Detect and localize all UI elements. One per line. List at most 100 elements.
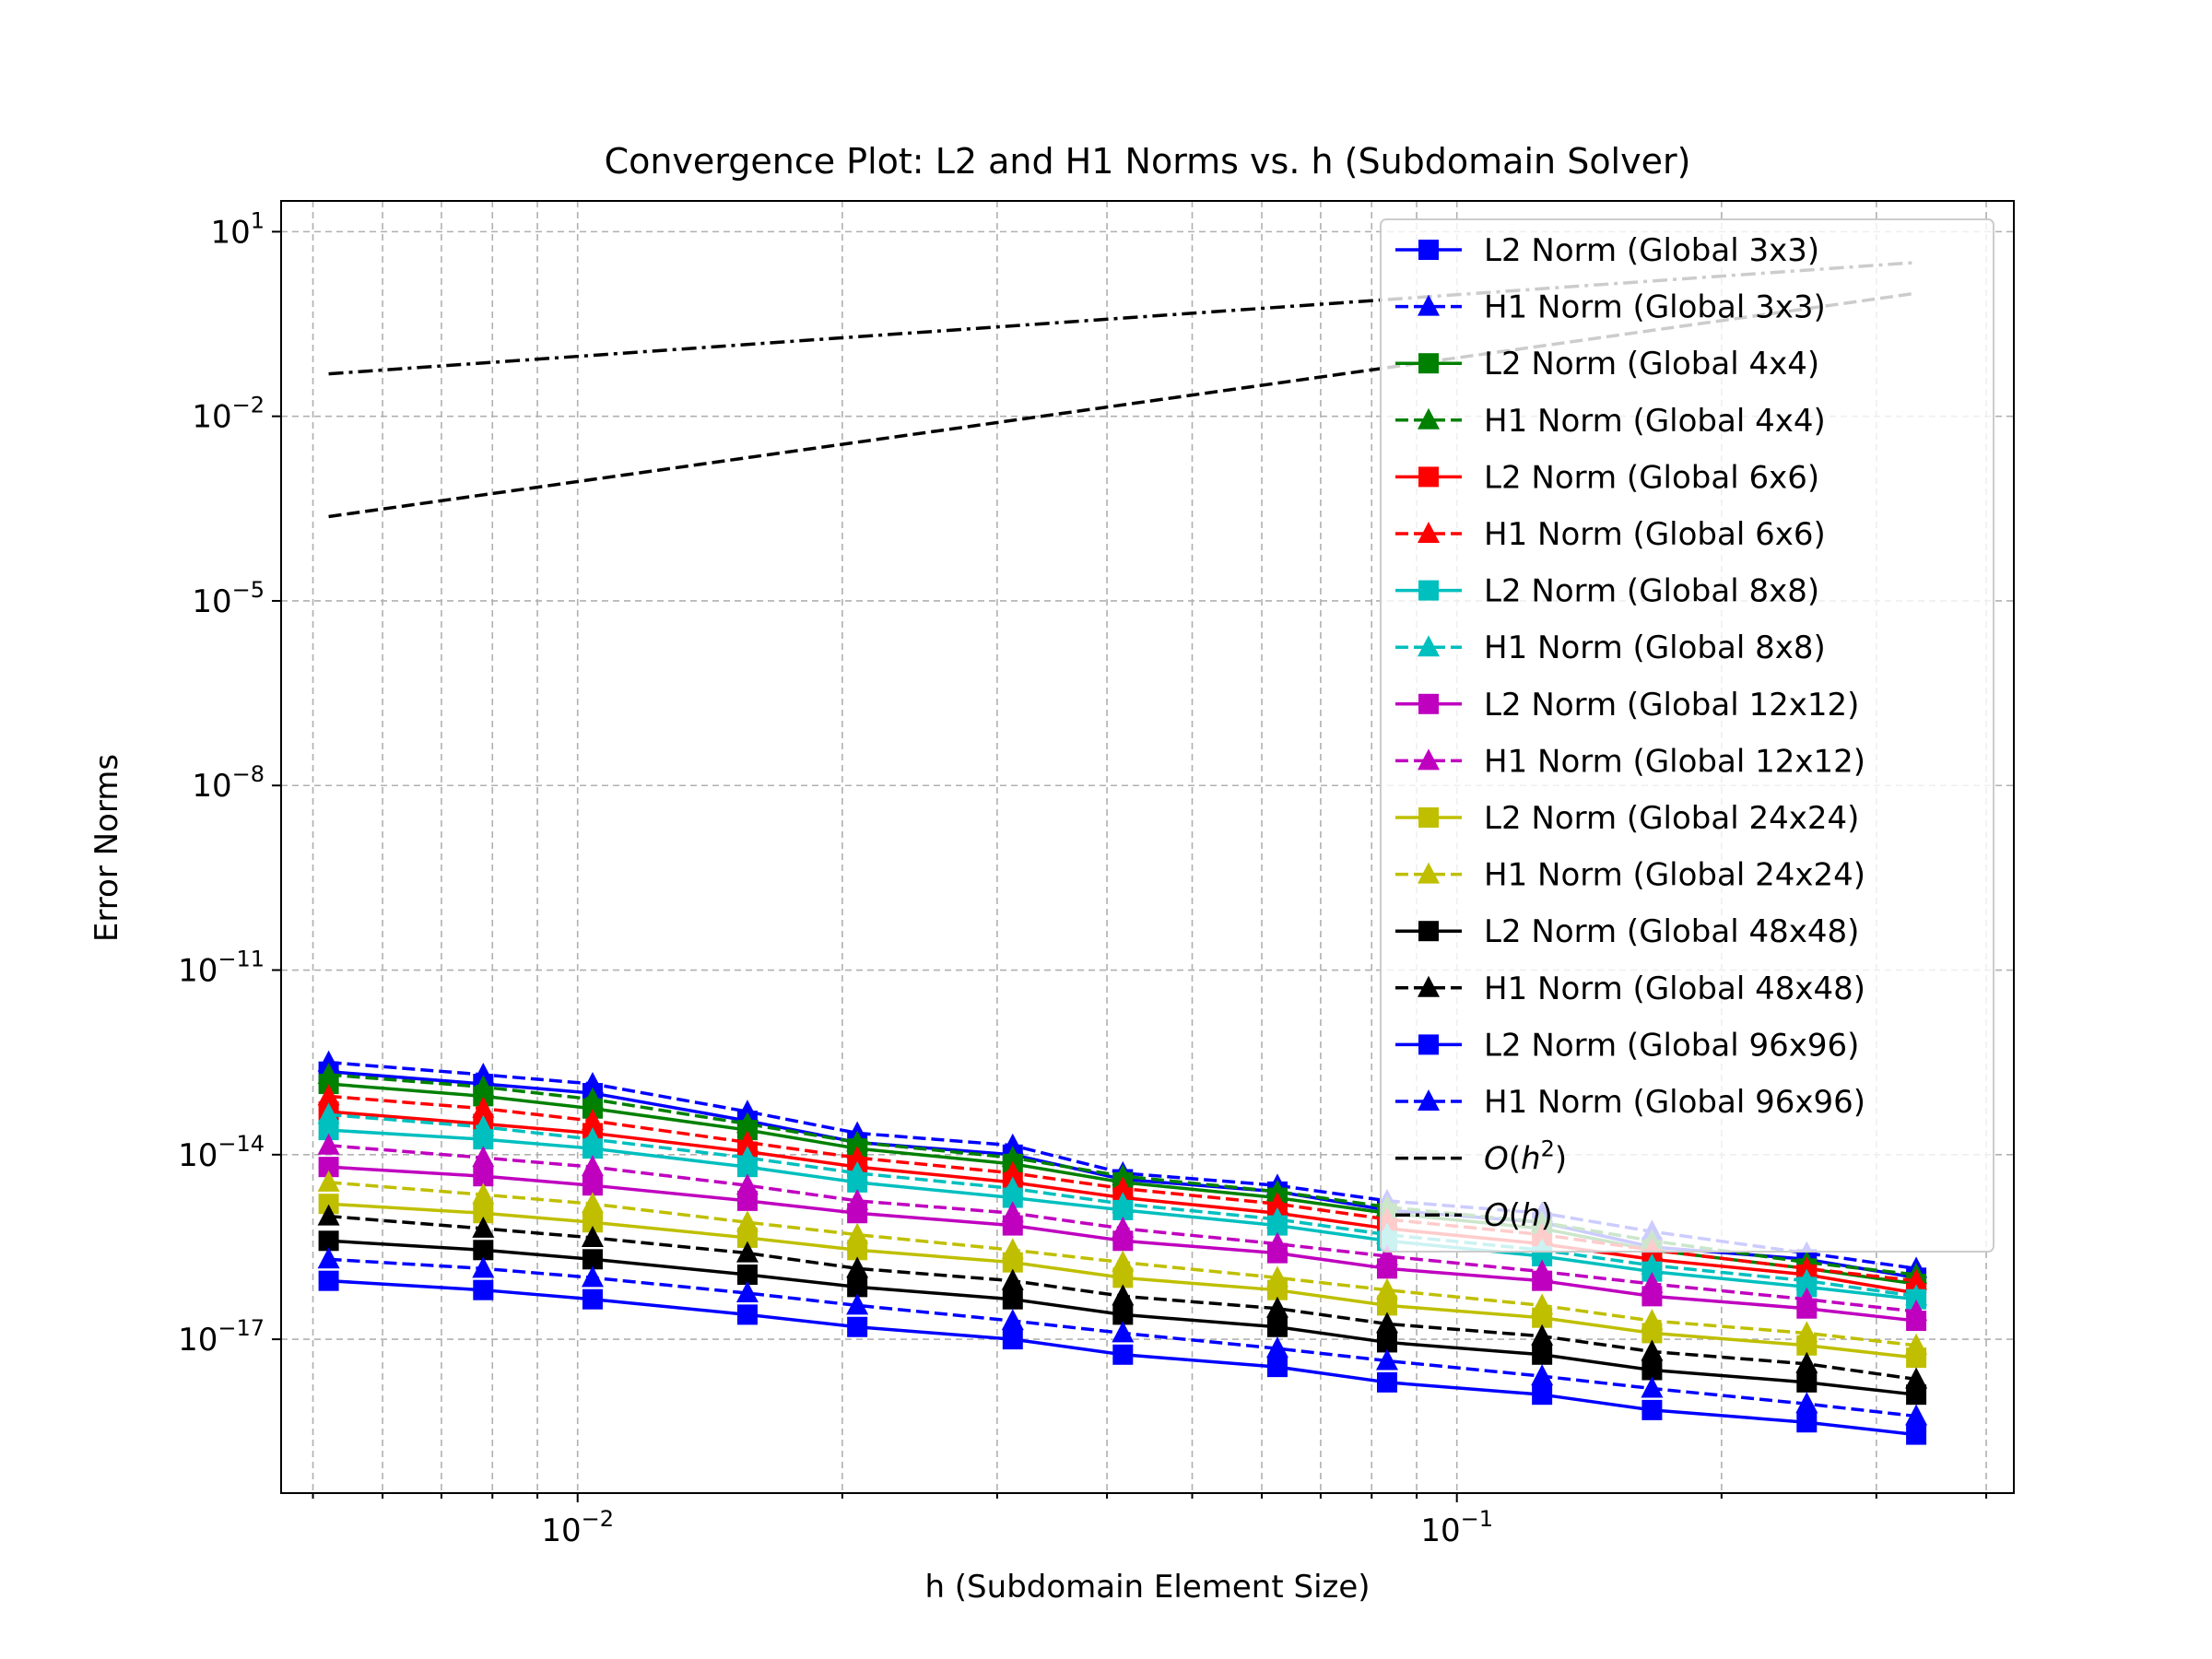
data-point-triangle xyxy=(317,1050,340,1072)
data-point-triangle xyxy=(472,1063,495,1085)
legend-entry: O(h) xyxy=(1395,1197,1553,1234)
data-point-triangle xyxy=(1905,1404,1928,1426)
data-point-triangle xyxy=(735,1146,759,1168)
data-point-triangle xyxy=(1001,1133,1024,1155)
legend-entry: L2 Norm (Global 3x3) xyxy=(1395,232,1819,269)
series-l2-norm-global-96x96 xyxy=(318,1270,1927,1445)
data-point-triangle xyxy=(846,1160,869,1182)
data-point-triangle xyxy=(1265,1265,1288,1288)
legend-marker-swatch xyxy=(1418,693,1439,714)
data-point-triangle xyxy=(1112,1176,1135,1198)
series-h1-norm-global-96x96 xyxy=(317,1247,1928,1426)
legend-label: H1 Norm (Global 12x12) xyxy=(1484,743,1865,780)
legend-label: L2 Norm (Global 12x12) xyxy=(1484,687,1859,724)
legend-marker-swatch xyxy=(1418,466,1439,488)
data-point-square xyxy=(1376,1371,1397,1393)
plot-frame xyxy=(280,200,2015,1494)
data-point-triangle xyxy=(1375,1277,1398,1300)
legend-box xyxy=(1380,218,1994,1253)
data-point-triangle xyxy=(735,1281,759,1303)
legend-label: L2 Norm (Global 48x48) xyxy=(1484,913,1859,950)
data-point-square xyxy=(1112,1344,1134,1365)
data-point-triangle xyxy=(317,1247,340,1269)
data-point-triangle xyxy=(1001,1176,1024,1198)
legend-label: O(h) xyxy=(1484,1197,1553,1234)
data-point-triangle xyxy=(581,1155,604,1177)
data-point-triangle xyxy=(1265,1296,1288,1318)
legend-entry: H1 Norm (Global 12x12) xyxy=(1395,743,1865,780)
data-point-triangle xyxy=(846,1146,869,1168)
data-point-triangle xyxy=(1531,1364,1554,1386)
legend-entry: H1 Norm (Global 3x3) xyxy=(1395,289,1826,326)
data-point-triangle xyxy=(1112,1216,1135,1238)
legend-marker-swatch xyxy=(1418,1034,1439,1055)
data-point-triangle xyxy=(1265,1231,1288,1253)
legend-label: L2 Norm (Global 6x6) xyxy=(1484,459,1819,496)
data-point-square xyxy=(736,1264,758,1285)
legend-entry: L2 Norm (Global 4x4) xyxy=(1395,346,1819,382)
legend-marker-swatch xyxy=(1418,807,1439,828)
data-point-square xyxy=(1002,1288,1023,1310)
legend-label: L2 Norm (Global 8x8) xyxy=(1484,573,1819,610)
data-point-triangle xyxy=(1001,1309,1024,1331)
data-point-triangle xyxy=(735,1130,759,1152)
data-point-triangle xyxy=(581,1109,604,1131)
data-point-square xyxy=(1796,1412,1818,1433)
y-tick-label: 10−2 xyxy=(192,393,265,436)
legend-marker-swatch xyxy=(1418,975,1440,997)
data-point-triangle xyxy=(472,1096,495,1118)
data-point-triangle xyxy=(1112,1250,1135,1272)
data-point-triangle xyxy=(1795,1268,1818,1290)
data-point-square xyxy=(847,1316,868,1337)
y-tick-label: 10−11 xyxy=(178,947,265,990)
data-point-triangle xyxy=(1905,1300,1928,1322)
series-h1-norm-global-12x12 xyxy=(317,1133,1928,1322)
data-point-triangle xyxy=(472,1182,495,1205)
y-tick-label: 10−14 xyxy=(178,1131,265,1174)
data-point-square xyxy=(1002,1329,1023,1350)
x-axis-label: h (Subdomain Element Size) xyxy=(924,1569,1370,1606)
data-point-triangle xyxy=(735,1173,759,1195)
data-point-triangle xyxy=(1375,1312,1398,1334)
legend: L2 Norm (Global 3x3) H1 Norm (Global 3x3)… xyxy=(1380,218,1994,1253)
data-point-triangle xyxy=(846,1293,869,1315)
data-point-triangle xyxy=(735,1210,759,1232)
data-point-triangle xyxy=(317,1204,340,1226)
legend-label: L2 Norm (Global 96x96) xyxy=(1484,1027,1859,1064)
legend-marker-swatch xyxy=(1418,748,1440,771)
data-point-triangle xyxy=(1001,1238,1024,1260)
data-point-square xyxy=(1376,1332,1397,1353)
series-h1-norm-global-48x48 xyxy=(317,1204,1928,1389)
data-point-square xyxy=(736,1304,758,1325)
data-point-square xyxy=(473,1279,494,1300)
data-point-square xyxy=(473,1203,494,1224)
legend-marker-swatch xyxy=(1418,522,1440,543)
data-point-triangle xyxy=(1905,1367,1928,1389)
data-point-square xyxy=(582,1288,603,1310)
chart-title: Convergence Plot: L2 and H1 Norms vs. h … xyxy=(605,141,1691,182)
legend-entry: L2 Norm (Global 12x12) xyxy=(1395,687,1859,724)
y-tick-label: 10−5 xyxy=(192,577,265,620)
data-point-triangle xyxy=(1795,1351,1818,1373)
data-point-square xyxy=(736,1190,758,1211)
series-h1-norm-global-24x24 xyxy=(317,1170,1928,1355)
data-point-triangle xyxy=(1531,1324,1554,1346)
data-point-triangle xyxy=(472,1075,495,1097)
data-point-triangle xyxy=(1265,1206,1288,1229)
data-point-triangle xyxy=(1112,1164,1135,1186)
data-point-triangle xyxy=(581,1192,604,1214)
data-point-triangle xyxy=(1905,1333,1928,1355)
data-point-square xyxy=(1906,1384,1927,1406)
data-point-triangle xyxy=(1795,1321,1818,1343)
legend-label: L2 Norm (Global 4x4) xyxy=(1484,346,1819,382)
data-point-triangle xyxy=(317,1170,340,1192)
data-point-triangle xyxy=(846,1222,869,1244)
data-point-square xyxy=(1796,1371,1818,1393)
data-point-square xyxy=(318,1120,339,1141)
data-point-triangle xyxy=(472,1216,495,1238)
data-point-square xyxy=(473,1240,494,1261)
data-point-square xyxy=(582,1175,603,1196)
data-point-triangle xyxy=(581,1127,604,1149)
data-point-square xyxy=(318,1230,339,1252)
